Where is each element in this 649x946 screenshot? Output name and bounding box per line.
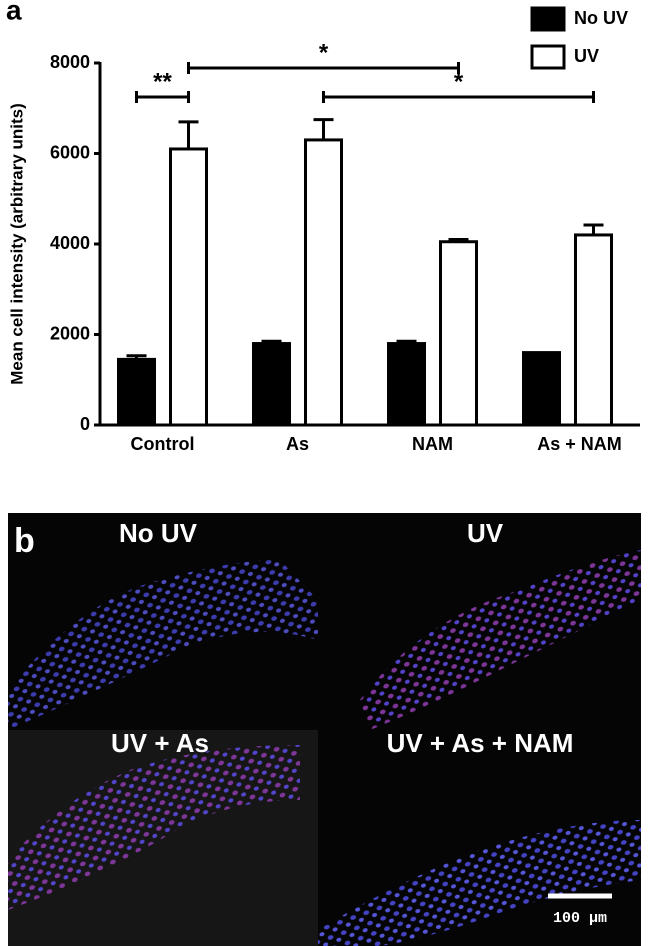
legend-label: UV xyxy=(574,46,599,66)
significance-bracket xyxy=(135,91,190,103)
y-tick-label: 0 xyxy=(80,414,90,434)
image-label: UV + As xyxy=(111,728,209,758)
y-axis-label: Mean cell intensity (arbitrary units) xyxy=(7,103,26,385)
micrographs: b No UV UV UV + As UV + As + NAM 100 μm xyxy=(8,513,641,946)
scale-bar-label: 100 μm xyxy=(553,910,607,927)
y-tick-label: 6000 xyxy=(50,142,90,162)
tissue xyxy=(360,550,641,730)
tissue xyxy=(318,820,641,946)
y-tick-label: 2000 xyxy=(50,323,90,343)
y-tick-label: 4000 xyxy=(50,233,90,253)
x-tick-label: Control xyxy=(131,434,195,454)
bar xyxy=(304,138,343,427)
bar xyxy=(169,147,208,427)
bar xyxy=(387,342,426,427)
image-label: No UV xyxy=(119,518,198,548)
bar xyxy=(574,233,613,427)
image-label: UV xyxy=(467,518,504,548)
y-tick-label: 8000 xyxy=(50,52,90,72)
legend-label: No UV xyxy=(574,8,628,28)
x-tick-label: As xyxy=(286,434,309,454)
bar xyxy=(522,351,561,427)
significance-label: * xyxy=(319,39,329,66)
panel-label: a xyxy=(6,0,22,25)
x-tick-label: As + NAM xyxy=(537,434,622,454)
significance-label: ** xyxy=(153,68,172,95)
significance-bracket xyxy=(187,62,460,74)
significance-bracket xyxy=(322,91,595,103)
bar xyxy=(252,342,291,427)
tissue xyxy=(8,560,318,730)
bar xyxy=(117,357,156,427)
tissue xyxy=(8,745,300,910)
bar xyxy=(439,240,478,427)
panel-label: b xyxy=(14,522,35,560)
significance-label: * xyxy=(454,68,464,95)
legend-swatch xyxy=(530,6,566,32)
x-tick-label: NAM xyxy=(412,434,453,454)
legend-swatch xyxy=(530,44,566,70)
image-label: UV + As + NAM xyxy=(387,728,574,758)
